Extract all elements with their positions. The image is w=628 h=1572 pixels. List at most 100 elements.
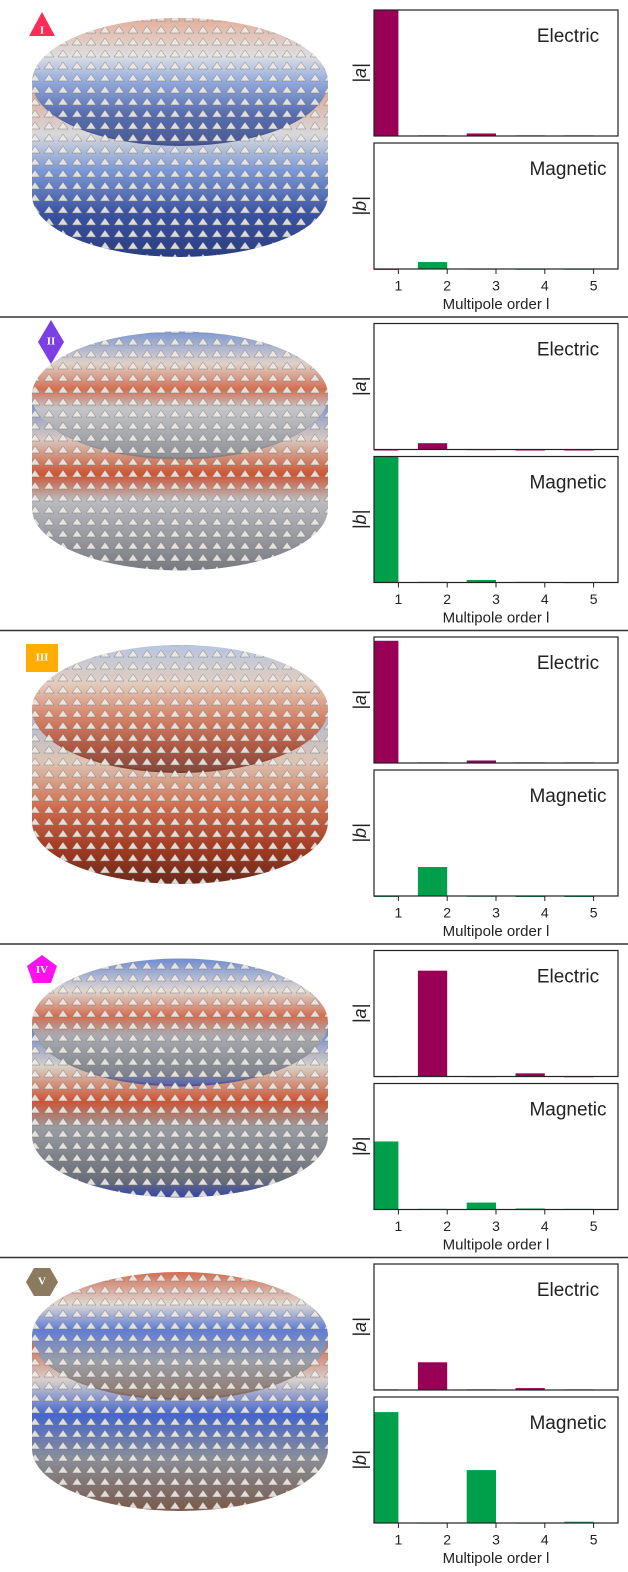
axes-frame <box>373 9 619 137</box>
bar <box>417 443 448 450</box>
x-tick-label: 1 <box>395 278 403 294</box>
y-axis-label: |b| <box>350 1137 370 1156</box>
x-tick-label: 4 <box>541 1532 549 1548</box>
y-axis-label: |a| <box>350 377 370 396</box>
x-tick-label: 3 <box>492 1532 500 1548</box>
chart-label: Electric <box>537 653 599 674</box>
chart-label: Magnetic <box>529 159 606 180</box>
chart-label: Magnetic <box>529 786 606 807</box>
bar <box>417 867 448 896</box>
x-axis-label: Multipole order l <box>443 1236 550 1253</box>
particle-render <box>32 331 329 571</box>
particle-top-arrows <box>32 331 328 460</box>
x-tick-label: 5 <box>590 591 598 607</box>
panel-label: IV <box>36 964 48 976</box>
x-tick-label: 5 <box>590 1218 598 1234</box>
particle-arrows <box>32 709 328 884</box>
chart-label: Electric <box>537 26 599 47</box>
panels: Electric |a| I Magnetic |b| 1 2 3 4 5 Multipole or… <box>0 9 628 1567</box>
bar <box>515 1073 545 1077</box>
bar <box>374 456 399 583</box>
particle-top-arrows <box>32 645 328 773</box>
y-axis-label: |b| <box>350 510 370 529</box>
particle-top-arrows <box>32 18 328 146</box>
y-axis-label: |b| <box>350 196 370 215</box>
x-tick-label: 5 <box>590 905 598 921</box>
particle-arrows <box>32 395 329 571</box>
x-tick-label: 3 <box>492 1218 500 1234</box>
bar <box>466 133 496 136</box>
particle-render <box>32 958 329 1198</box>
panel-label: V <box>38 1276 46 1288</box>
x-tick-label: 2 <box>443 1218 451 1234</box>
bar <box>374 1412 399 1523</box>
particle-render <box>32 1272 328 1511</box>
panel-label: II <box>47 336 56 348</box>
chart-label: Magnetic <box>529 1100 606 1121</box>
bar <box>466 760 496 763</box>
panel-marker <box>29 12 55 36</box>
y-axis-label: |a| <box>350 63 370 82</box>
axes-frame <box>373 322 619 451</box>
particle-arrows <box>32 1336 328 1511</box>
bar <box>417 970 448 1077</box>
x-tick-label: 1 <box>395 1532 403 1548</box>
bar <box>417 262 448 269</box>
x-tick-label: 1 <box>395 1218 403 1234</box>
y-axis-label: |b| <box>350 1450 370 1469</box>
panel-label: I <box>40 25 44 37</box>
bar <box>466 579 496 583</box>
y-axis-label: |a| <box>350 1004 370 1023</box>
x-tick-label: 2 <box>443 1532 451 1548</box>
panel-label: III <box>36 652 49 664</box>
particle-top-arrows <box>32 1272 328 1400</box>
x-tick-label: 3 <box>492 905 500 921</box>
x-tick-label: 2 <box>443 591 451 607</box>
chart-label: Magnetic <box>529 1413 606 1434</box>
particle-arrows <box>32 82 328 257</box>
x-tick-label: 1 <box>395 905 403 921</box>
x-tick-label: 4 <box>541 591 549 607</box>
x-axis-label: Multipole order l <box>443 923 550 940</box>
x-tick-label: 1 <box>395 591 403 607</box>
bar <box>515 1388 545 1390</box>
panel-marker <box>38 320 64 364</box>
bar <box>374 640 399 763</box>
axes-frame <box>373 636 619 764</box>
x-tick-label: 3 <box>492 278 500 294</box>
particle-render <box>32 18 328 257</box>
y-axis-label: |a| <box>350 690 370 709</box>
panel-marker <box>26 1268 58 1296</box>
bar <box>374 1141 399 1210</box>
x-tick-label: 2 <box>443 278 451 294</box>
x-axis-label: Multipole order l <box>443 296 550 313</box>
x-tick-label: 4 <box>541 905 549 921</box>
particle-top-arrows <box>32 958 328 1087</box>
bar <box>466 1470 496 1523</box>
chart-label: Electric <box>537 1280 599 1301</box>
axes-frame <box>373 949 619 1078</box>
bar <box>374 10 399 136</box>
bar <box>466 1202 496 1210</box>
y-axis-label: |a| <box>350 1317 370 1336</box>
panel-marker <box>27 955 57 983</box>
axes-frame <box>373 1263 619 1391</box>
chart-label: Electric <box>537 340 599 361</box>
x-axis-label: Multipole order l <box>443 1550 550 1567</box>
particle-arrows <box>32 1022 329 1198</box>
x-axis-label: Multipole order l <box>443 609 550 626</box>
bar <box>564 1521 594 1523</box>
x-tick-label: 5 <box>590 278 598 294</box>
panel-marker <box>26 644 58 672</box>
particle-render <box>32 645 328 884</box>
y-axis-label: |b| <box>350 823 370 842</box>
x-tick-label: 4 <box>541 1218 549 1234</box>
x-tick-label: 3 <box>492 591 500 607</box>
x-tick-label: 2 <box>443 905 451 921</box>
x-tick-label: 5 <box>590 1532 598 1548</box>
x-tick-label: 4 <box>541 278 549 294</box>
chart-label: Magnetic <box>529 473 606 494</box>
bar <box>417 1362 448 1390</box>
chart-label: Electric <box>537 967 599 988</box>
